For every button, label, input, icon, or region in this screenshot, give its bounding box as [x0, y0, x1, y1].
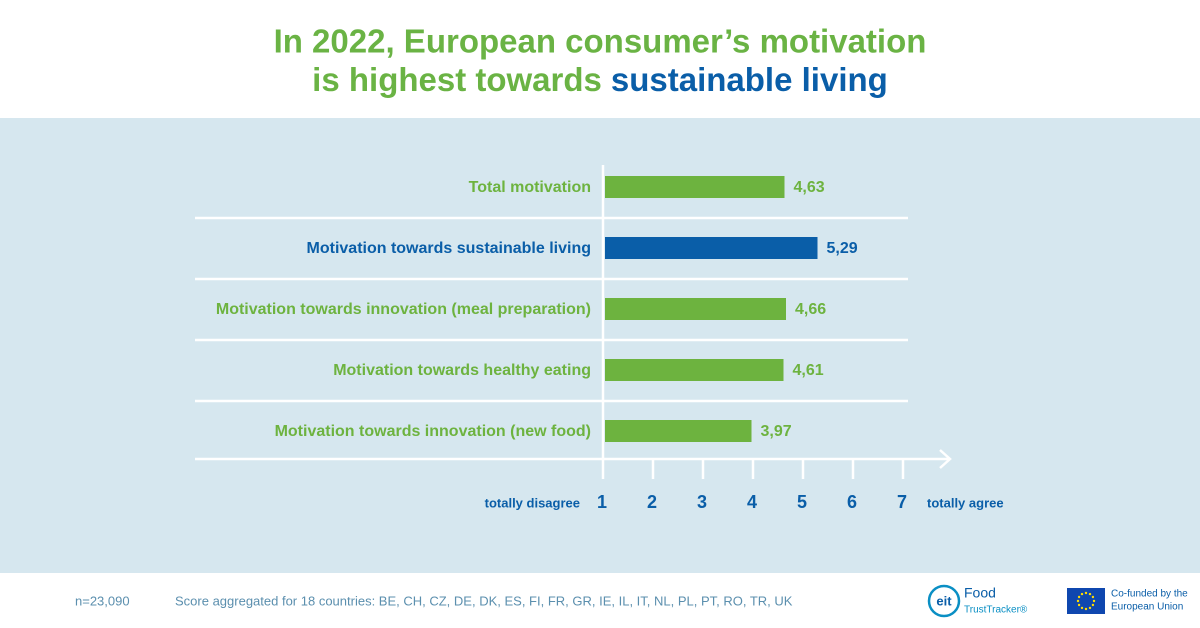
panel-background — [0, 118, 1200, 573]
eu-star — [1088, 606, 1092, 610]
category-label: Total motivation — [469, 179, 591, 196]
x-tick-label: 6 — [847, 492, 857, 512]
sample-size: n=23,090 — [75, 593, 130, 608]
eu-star — [1092, 599, 1096, 603]
eu-star — [1091, 603, 1095, 607]
x-tick-label: 1 — [597, 492, 607, 512]
eu-star — [1076, 599, 1080, 603]
x-tick-label: 2 — [647, 492, 657, 512]
value-label: 3,97 — [761, 423, 792, 440]
logo-ring — [927, 584, 961, 618]
logo-food: Food — [964, 585, 996, 601]
eu-star — [1080, 592, 1084, 596]
chart-title-line2: is highest towards sustainable living — [312, 61, 888, 98]
x-tick-label: 4 — [747, 492, 757, 512]
x-label-right: totally agree — [927, 495, 1004, 510]
category-label: Motivation towards healthy eating — [333, 362, 591, 379]
x-label-left: totally disagree — [485, 495, 580, 510]
eu-star — [1084, 591, 1088, 595]
eu-star — [1084, 607, 1088, 611]
chart-title-line1: In 2022, European consumer’s motivation — [274, 23, 927, 60]
eu-star — [1077, 603, 1081, 607]
eu-text-line2: European Union — [1111, 602, 1183, 613]
bar — [605, 420, 752, 442]
eu-star — [1080, 606, 1084, 610]
x-tick-label: 5 — [797, 492, 807, 512]
category-label: Motivation towards sustainable living — [307, 240, 591, 257]
bar — [605, 298, 786, 320]
eu-star — [1077, 595, 1081, 599]
eu-stars — [1076, 591, 1096, 611]
eit-logo: eit Food TrustTracker® — [927, 584, 1028, 618]
eu-logo: Co-funded by the European Union — [1067, 588, 1188, 614]
x-axis-arrow — [939, 449, 952, 469]
category-label: Motivation towards innovation (new food) — [275, 423, 591, 440]
title-highlight: sustainable living — [611, 61, 888, 98]
value-label: 4,63 — [794, 179, 825, 196]
bar — [605, 359, 784, 381]
eu-text-line1: Co-funded by the — [1111, 589, 1188, 600]
x-tick-label: 3 — [697, 492, 707, 512]
value-label: 5,29 — [827, 240, 858, 257]
x-tick-label: 7 — [897, 492, 907, 512]
logo-eit: eit — [936, 593, 952, 608]
footnote: Score aggregated for 18 countries: BE, C… — [175, 593, 793, 608]
title-text: is highest towards — [312, 61, 602, 98]
eu-star — [1091, 595, 1095, 599]
bar — [605, 237, 818, 259]
value-label: 4,61 — [793, 362, 824, 379]
value-label: 4,66 — [795, 301, 826, 318]
category-label: Motivation towards innovation (meal prep… — [216, 301, 591, 318]
bar — [605, 176, 785, 198]
eu-star — [1088, 592, 1092, 596]
logo-trusttracker: TrustTracker® — [964, 605, 1028, 616]
